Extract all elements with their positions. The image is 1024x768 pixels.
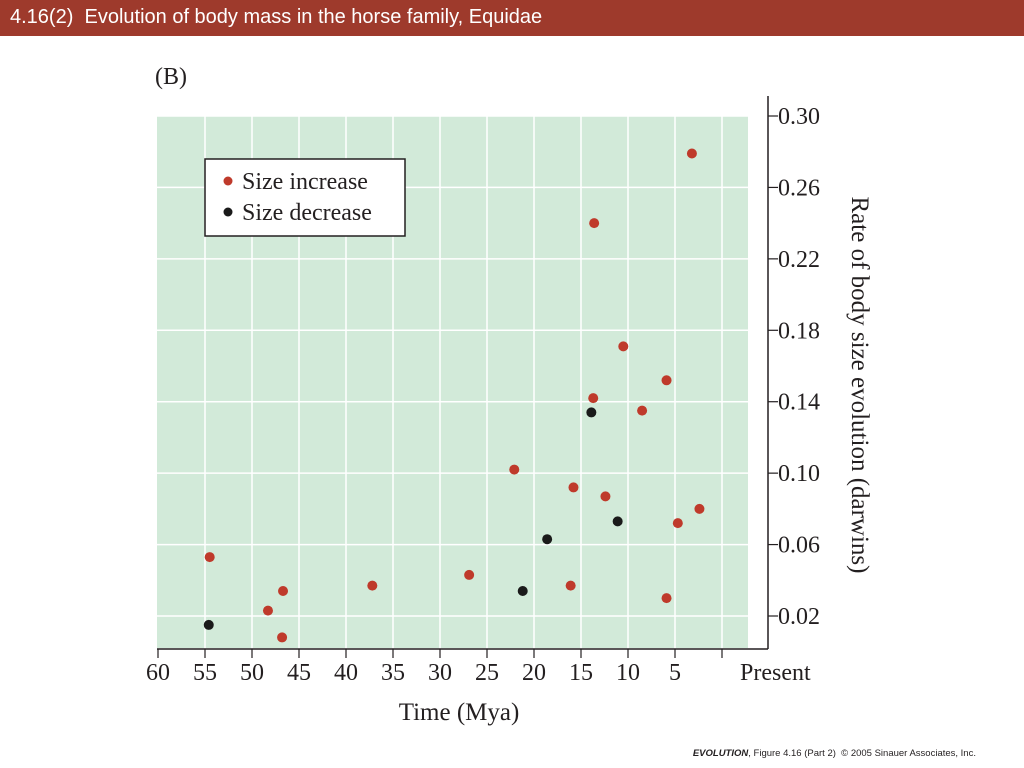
point-size-increase bbox=[588, 393, 599, 404]
x-axis-ticks: 60 55 50 45 40 35 30 25 20 15 10 5 Present bbox=[146, 649, 811, 686]
x-tick-label: Present bbox=[740, 660, 811, 686]
point-size-increase bbox=[589, 218, 600, 229]
point-size-increase bbox=[464, 569, 475, 580]
point-size-increase bbox=[509, 464, 520, 475]
legend-marker bbox=[223, 207, 233, 217]
point-size-increase bbox=[262, 605, 273, 616]
point-size-decrease bbox=[203, 619, 214, 630]
point-size-decrease bbox=[586, 407, 597, 418]
x-tick-label: 25 bbox=[475, 660, 499, 686]
slide-title: 4.16(2) Evolution of body mass in the ho… bbox=[10, 6, 543, 28]
legend-label: Size increase bbox=[242, 169, 368, 195]
grid-horizontal bbox=[157, 115, 748, 617]
x-tick-label: 35 bbox=[381, 660, 405, 686]
point-size-increase bbox=[600, 491, 611, 502]
point-size-increase bbox=[278, 586, 289, 596]
legend-label: Size decrease bbox=[242, 200, 372, 226]
point-size-increase bbox=[204, 552, 215, 563]
point-size-decrease bbox=[542, 534, 553, 545]
point-size-increase bbox=[694, 503, 705, 514]
figure-credit: EVOLUTION, Figure 4.16 (Part 2) © 2005 S… bbox=[693, 748, 976, 759]
data-points bbox=[203, 148, 705, 643]
y-tick-label: 0.18 bbox=[778, 318, 820, 344]
y-tick-label: 0.26 bbox=[778, 175, 820, 201]
y-tick-label: 0.02 bbox=[778, 604, 820, 630]
point-size-increase bbox=[565, 580, 576, 591]
point-size-increase bbox=[367, 580, 378, 591]
x-tick-label: 5 bbox=[669, 660, 681, 686]
credit-book: EVOLUTION bbox=[692, 748, 749, 759]
x-tick-label: 50 bbox=[240, 660, 264, 686]
x-axis-label: Time (Mya) bbox=[399, 699, 520, 726]
title-bar: 4.16(2) Evolution of body mass in the ho… bbox=[0, 0, 1024, 36]
legend-marker bbox=[223, 176, 233, 186]
y-axis-ticks: 0.02 0.06 0.10 0.14 0.18 0.22 0.26 0.30 bbox=[768, 104, 820, 630]
y-tick-label: 0.14 bbox=[778, 390, 820, 416]
y-tick-label: 0.10 bbox=[778, 461, 820, 487]
point-size-increase bbox=[637, 405, 648, 416]
credit-figure: , Figure 4.16 (Part 2) bbox=[748, 748, 836, 759]
panel-label: (B) bbox=[155, 64, 187, 90]
point-size-increase bbox=[686, 148, 697, 159]
y-axis-label: Rate of body size evolution (darwins) bbox=[846, 197, 873, 574]
point-size-increase bbox=[661, 593, 672, 604]
point-size-increase bbox=[277, 632, 288, 643]
point-size-decrease bbox=[612, 516, 623, 527]
x-tick-label: 30 bbox=[428, 660, 452, 686]
x-tick-label: 45 bbox=[287, 660, 311, 686]
point-size-increase bbox=[661, 375, 672, 386]
y-tick-label: 0.06 bbox=[778, 533, 820, 559]
x-tick-label: 20 bbox=[522, 660, 546, 686]
legend-box bbox=[204, 158, 406, 237]
y-tick-label: 0.30 bbox=[778, 104, 820, 130]
point-size-increase bbox=[618, 341, 629, 352]
credit-copyright: © 2005 Sinauer Associates, Inc. bbox=[835, 748, 976, 759]
y-tick-label: 0.22 bbox=[778, 247, 820, 273]
x-tick-label: 15 bbox=[569, 660, 593, 686]
x-tick-label: 40 bbox=[334, 660, 358, 686]
x-tick-label: 55 bbox=[193, 660, 217, 686]
x-tick-label: 10 bbox=[616, 660, 640, 686]
point-size-decrease bbox=[517, 586, 528, 596]
legend: Size increase Size decrease bbox=[204, 158, 406, 237]
point-size-increase bbox=[568, 482, 579, 493]
x-tick-label: 60 bbox=[146, 660, 170, 686]
point-size-increase bbox=[672, 518, 683, 529]
